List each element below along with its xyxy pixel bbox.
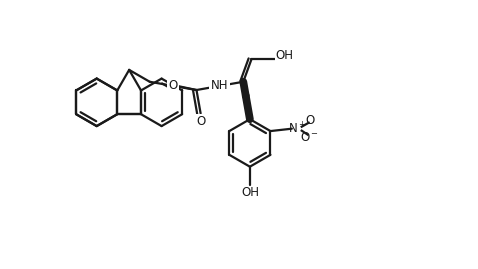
Text: O: O [168, 79, 178, 92]
Text: NH: NH [211, 79, 228, 92]
Text: OH: OH [276, 49, 293, 62]
Text: N$^+$: N$^+$ [288, 121, 306, 136]
Text: O$^-$: O$^-$ [300, 131, 319, 144]
Text: O: O [305, 114, 314, 127]
Text: OH: OH [241, 186, 259, 199]
Text: O: O [196, 115, 205, 128]
